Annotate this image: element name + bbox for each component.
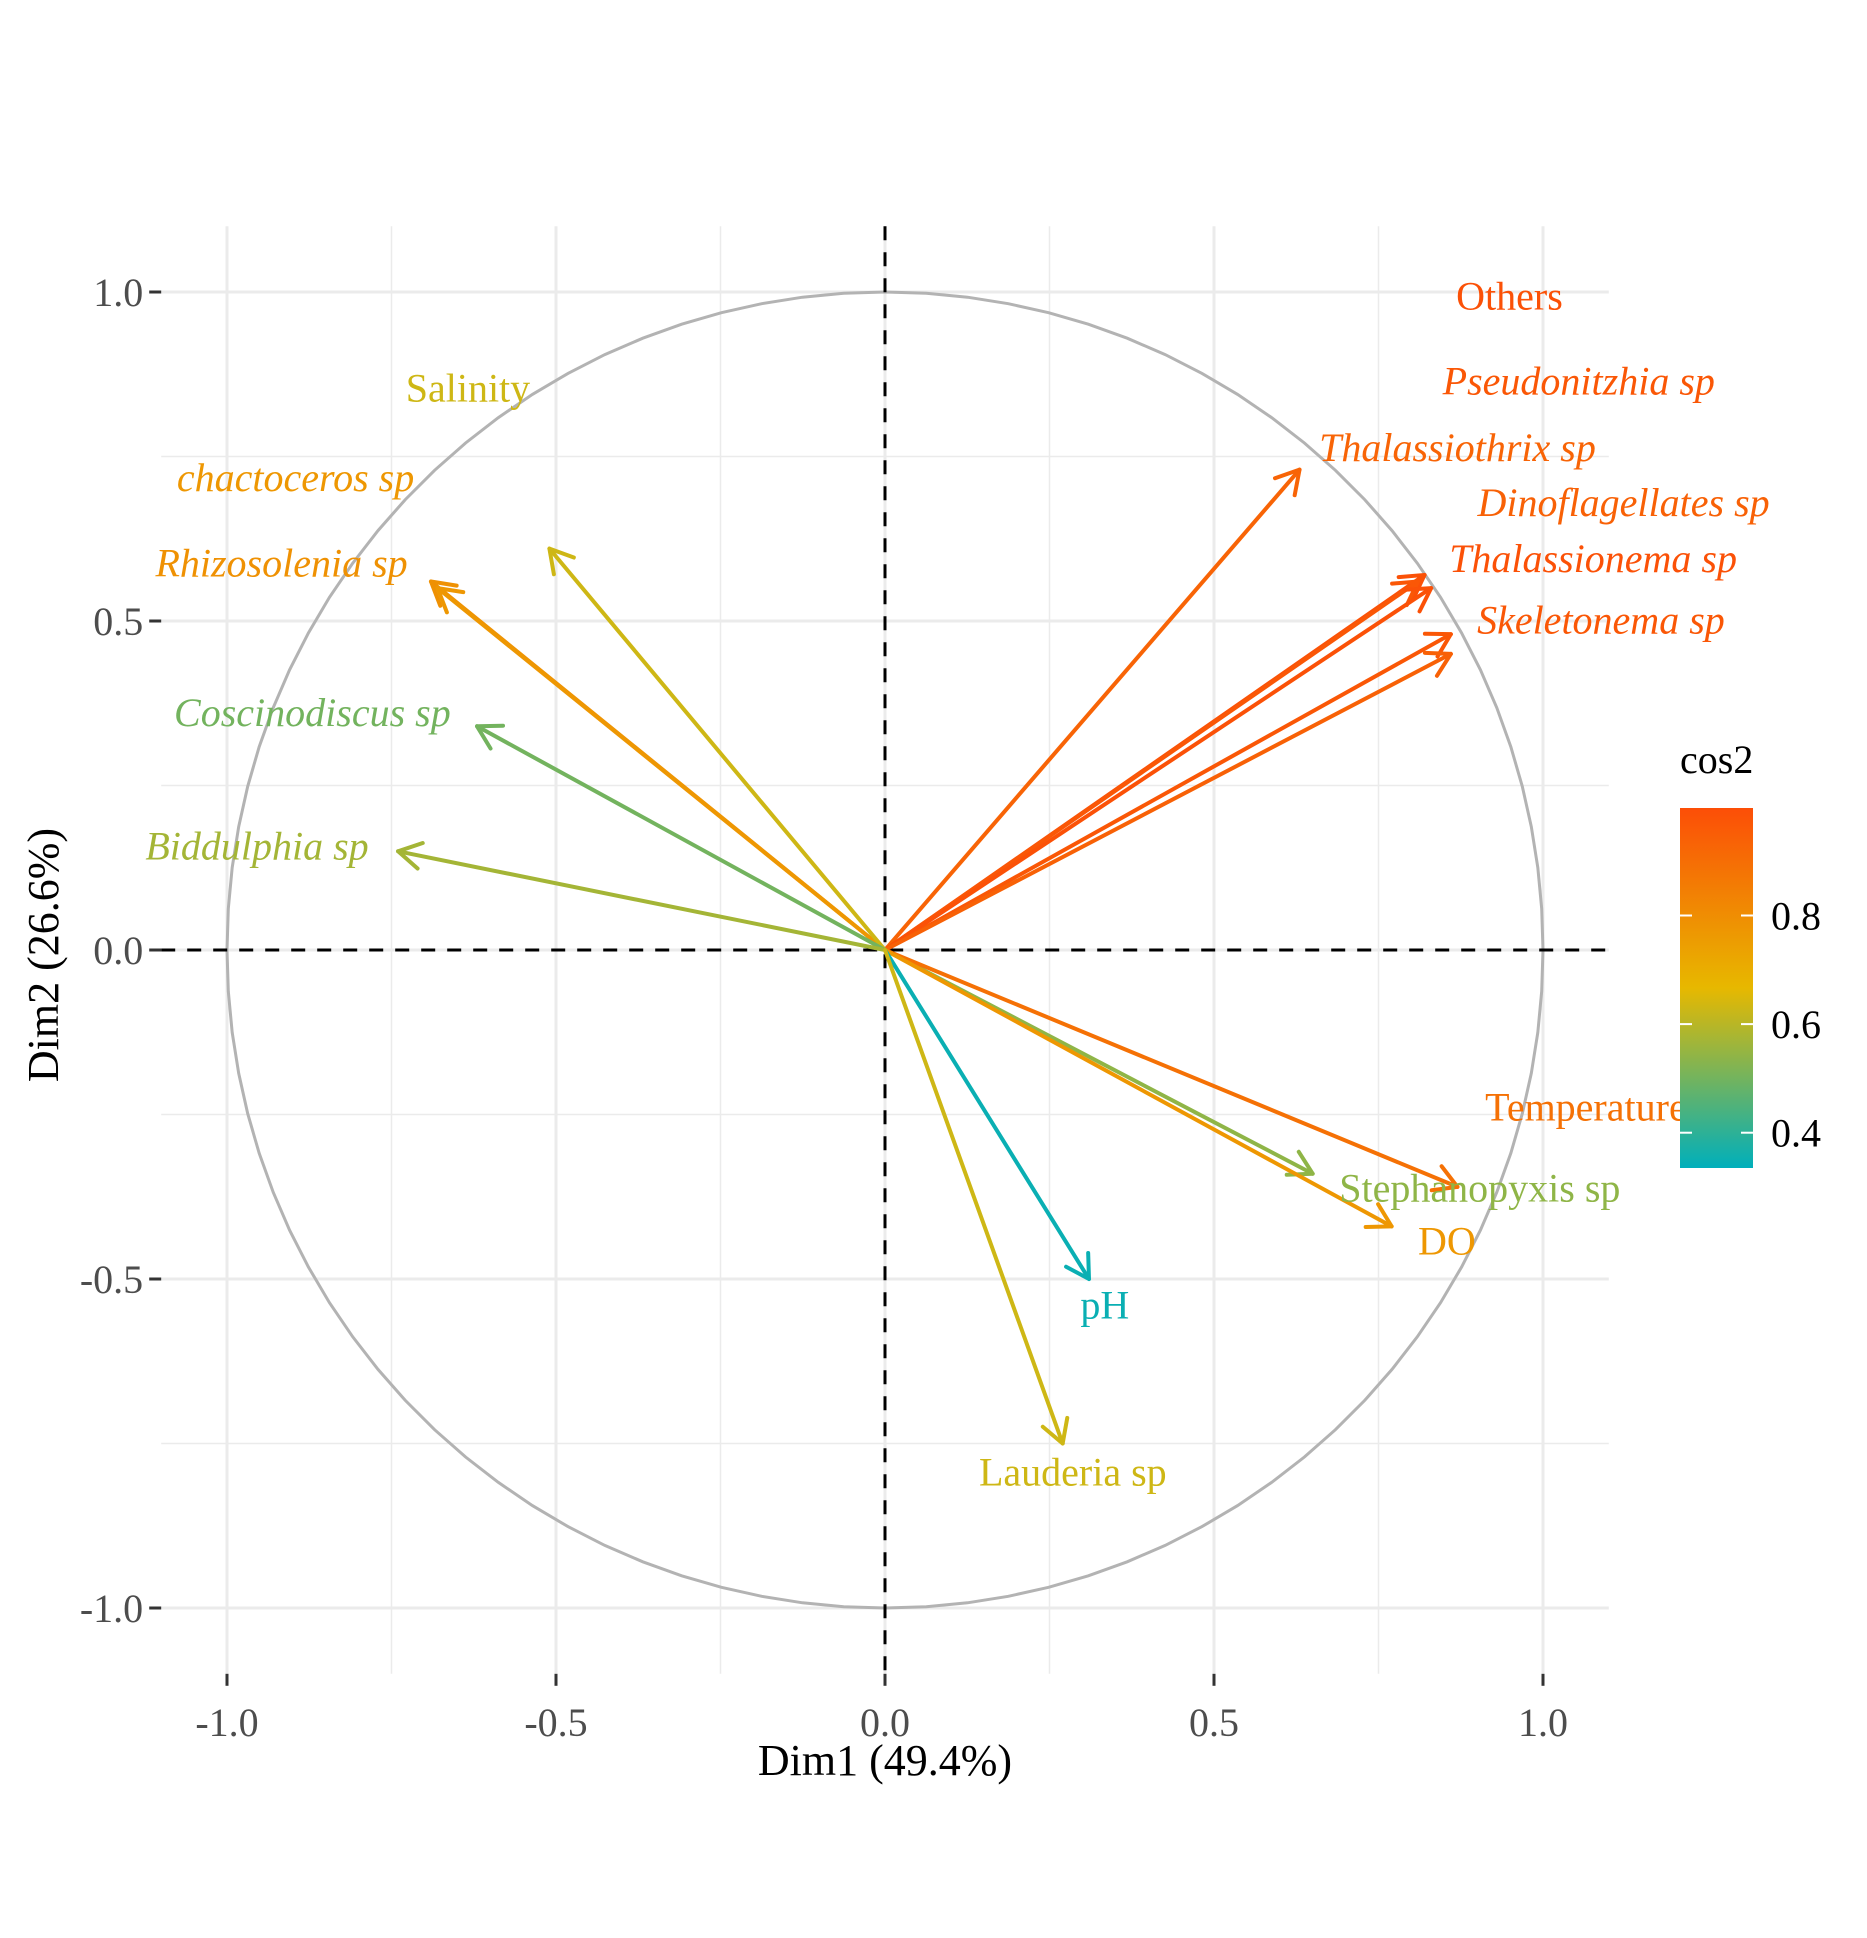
arrow-head	[1422, 650, 1453, 678]
variable-labels: Thalassiothrix sp Thalassionema sp Pseudon…	[145, 274, 1769, 1495]
arrow-head	[1040, 1415, 1070, 1446]
variable-label: DO	[1418, 1219, 1476, 1264]
variable-label: Biddulphia sp	[145, 823, 368, 868]
variable-label: Stephanopyxis sp	[1339, 1166, 1620, 1211]
arrow-head	[1429, 1164, 1460, 1193]
arrow-shaft	[883, 948, 1065, 1446]
arrow-head	[475, 723, 506, 751]
variable-arrow	[547, 546, 887, 952]
variable-arrow	[396, 841, 887, 952]
arrow-head	[428, 579, 459, 608]
variable-label: Pseudonitzhia sp	[1442, 358, 1715, 403]
variable-arrow	[883, 948, 1460, 1193]
variable-label: Temperature	[1485, 1084, 1687, 1129]
arrow-shaft	[883, 586, 1434, 952]
variable-label: Thalassiothrix sp	[1319, 425, 1596, 470]
arrow-shaft	[475, 724, 887, 952]
variable-label: Salinity	[406, 366, 530, 411]
variable-arrow	[883, 948, 1091, 1281]
arrow-shaft	[883, 948, 1091, 1281]
variable-label: Skeletonema sp	[1477, 598, 1725, 643]
y-tick-label: 1.0	[93, 270, 143, 315]
variable-label: chactoceros sp	[177, 455, 414, 500]
legend-ticks: 0.8 0.6 0.4	[1680, 894, 1821, 1156]
variable-arrow	[883, 631, 1453, 952]
y-tick-label: -1.0	[80, 1586, 143, 1631]
arrow-shaft	[883, 632, 1453, 952]
arrow-head	[435, 586, 466, 615]
variable-label: Dinoflagellates sp	[1476, 480, 1769, 525]
arrow-shaft	[396, 849, 887, 952]
arrow-head	[1064, 1251, 1091, 1281]
y-axis: 1.0 0.5 0.0 -0.5 -1.0	[80, 270, 162, 1631]
arrow-head	[1390, 579, 1420, 608]
variable-arrow	[435, 586, 887, 952]
reference-lines	[161, 226, 1609, 1674]
arrow-shaft	[883, 579, 1420, 952]
arrow-head	[1272, 467, 1302, 498]
variable-arrow	[883, 948, 1070, 1446]
y-axis-title: Dim2 (26.6%)	[19, 828, 68, 1082]
variable-label: Rhizosolenia sp	[154, 541, 407, 586]
variable-label: pH	[1080, 1282, 1129, 1327]
variable-arrows	[396, 467, 1460, 1446]
variable-arrow	[475, 723, 887, 952]
y-tick-label: 0.0	[93, 928, 143, 973]
x-tick-label: -1.0	[195, 1700, 258, 1745]
arrow-shaft	[883, 948, 1460, 1189]
variable-label: Thalassionema sp	[1449, 536, 1737, 581]
y-tick-label: 0.5	[93, 599, 143, 644]
arrow-shaft	[435, 586, 887, 952]
variable-label: Lauderia sp	[979, 1450, 1167, 1495]
variable-label: Others	[1456, 274, 1563, 319]
arrow-shaft	[883, 467, 1302, 952]
arrow-head	[1422, 631, 1453, 659]
legend-title: cos2	[1680, 737, 1753, 782]
arrow-head	[1403, 586, 1434, 614]
y-tick-label: -0.5	[80, 1257, 143, 1302]
legend-tick-label: 0.4	[1771, 1111, 1821, 1156]
variable-label: Coscinodiscus sp	[174, 690, 451, 735]
variable-arrow	[883, 948, 1394, 1229]
x-tick-label: 1.0	[1518, 1700, 1568, 1745]
arrow-shaft	[547, 546, 887, 952]
arrow-head	[1363, 1202, 1394, 1229]
legend-colorbar	[1680, 808, 1753, 1168]
arrow-head	[396, 841, 425, 871]
arrow-head	[547, 546, 576, 577]
variable-arrow	[883, 579, 1420, 952]
x-axis: -1.0 -0.5 0.0 0.5 1.0	[195, 1673, 1568, 1745]
variable-arrow	[883, 586, 1434, 952]
arrow-shaft	[883, 948, 1394, 1229]
x-tick-label: 0.5	[1189, 1700, 1239, 1745]
variable-arrow	[883, 650, 1453, 952]
legend: cos2 0.8 0.6 0.4	[1680, 737, 1821, 1168]
x-tick-label: 0.0	[860, 1700, 910, 1745]
arrow-shaft	[883, 651, 1453, 952]
legend-tick-label: 0.6	[1771, 1002, 1821, 1047]
variable-arrow	[883, 467, 1302, 952]
x-tick-label: -0.5	[524, 1700, 587, 1745]
legend-tick-label: 0.8	[1771, 894, 1821, 939]
x-axis-title: Dim1 (49.4%)	[758, 1736, 1012, 1785]
